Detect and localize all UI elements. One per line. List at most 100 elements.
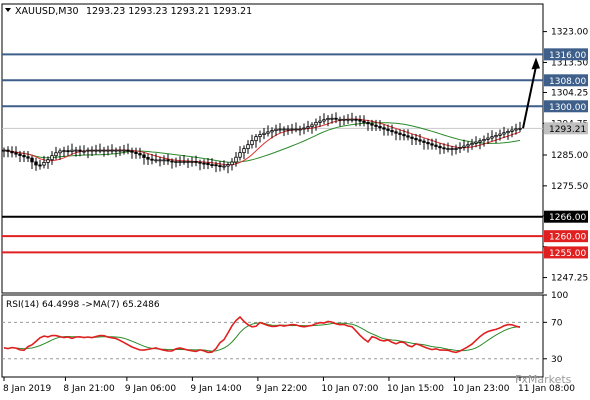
current-price-tag-bg [544,122,588,135]
price-bar-body [318,120,322,123]
price-bar-body [118,149,122,152]
time-tick-label: 8 Jan 2019 [3,384,51,394]
price-bar-body [338,118,342,121]
resistance-tag-3-bg [544,100,588,113]
resistance-tag-2: 1308.00 [549,77,586,87]
price-bar-body [518,127,522,130]
price-bar-body [326,117,330,121]
price-bar-body [270,130,274,133]
price-bar-body [322,119,326,122]
price-bar-body [254,136,258,142]
support-tag-3: 1255.00 [549,249,586,259]
watermark: FxMarkets [515,373,572,386]
price-bar-body [194,161,198,163]
resistance-tag-2-bg [544,74,588,87]
price-bar-body [214,164,218,167]
price-bar-body [46,159,50,163]
price-pane-frame [1,3,544,294]
price-bar-body [382,127,386,130]
price-bar-body [122,149,126,152]
time-tick-label: 10 Jan 07:00 [321,384,378,394]
price-tick-label: 1285.00 [551,151,588,161]
price-bar-body [98,149,102,152]
price-bar-body [398,132,402,135]
price-bar-body [238,152,242,158]
price-bar-body [458,147,462,149]
price-bar-body [434,144,438,147]
price-bar-body [230,161,234,166]
price-bar-body [210,164,214,166]
price-bar-body [82,150,86,153]
price-bar-body [366,122,370,125]
price-bar-body [262,132,266,135]
price-bar-body [170,160,174,163]
price-bar-body [126,149,130,152]
support-tag-2: 1260.00 [549,233,586,243]
price-tick-label: 1275.50 [551,182,588,192]
price-bar-body [438,146,442,149]
projection-arrow-shaft [522,66,537,129]
price-bar-body [14,152,18,155]
price-bar-body [358,119,362,122]
price-bar-body [286,128,290,131]
price-bar-body [282,128,286,131]
rsi-label: RSI(14) 64.4998 ->MA(7) 65.2486 [6,300,160,310]
price-bar-body [514,128,518,131]
ma-fast-series [3,118,521,166]
price-bar-body [466,144,470,147]
price-bar-body [50,155,54,161]
price-tick-label: 1247.25 [551,274,588,284]
price-bar-body [310,124,314,128]
price-bar-body [54,152,58,157]
ma-slow-line [3,122,521,163]
price-bar-body [410,136,414,139]
price-bar-body [430,143,434,146]
price-bar-body [478,140,482,143]
support-tag-2-bg [544,230,588,243]
price-bar-body [186,161,190,163]
price-bar-body [250,140,254,146]
price-bar-body [342,118,346,121]
price-bar-body [386,128,390,131]
price-bar-body [426,142,430,145]
price-bar-body [346,118,350,121]
price-bar-body [330,117,334,120]
price-bar-body [242,148,246,154]
price-bar-body [158,159,162,162]
price-bar-body [234,156,238,163]
price-bar-body [110,149,114,152]
price-bar-body [258,134,262,138]
resistance-tag-3: 1300.00 [549,103,586,113]
projection-arrow-head [531,57,540,70]
price-bar-body [302,127,306,130]
rsi-tick-label: 100 [551,291,568,301]
price-bar-body [106,149,110,152]
price-bar-body [190,161,194,163]
price-bar-body [278,128,282,131]
price-bar-body [38,164,42,167]
price-bar-body [474,141,478,144]
price-bar-body [74,149,78,152]
price-levels [2,53,543,254]
ohlc-label: 1293.23 1293.23 1293.21 1293.21 [86,6,252,17]
chart-header: XAUUSD,M30 1293.23 1293.23 1293.21 1293.… [5,6,252,17]
price-bar-body [306,126,310,129]
price-bar-body [370,123,374,126]
price-bar-body [450,148,454,150]
price-bar-body [314,121,318,126]
price-bar-body [86,149,90,152]
price-bar-body [390,130,394,133]
resistance-tag-1-bg [544,48,588,61]
time-tick-label: 9 Jan 14:00 [190,384,242,394]
ma-slow-series [3,122,521,163]
price-bar-body [378,126,382,129]
rsi-line [3,315,521,354]
dropdown-triangle-icon[interactable] [5,8,11,12]
support-tag-1-bg [544,210,588,223]
price-bar-body [362,120,366,123]
price-bar-body [274,128,278,131]
price-bar-body [402,134,406,137]
price-bar-body [94,149,98,152]
price-bar-body [202,162,206,165]
price-bar-body [6,149,10,152]
